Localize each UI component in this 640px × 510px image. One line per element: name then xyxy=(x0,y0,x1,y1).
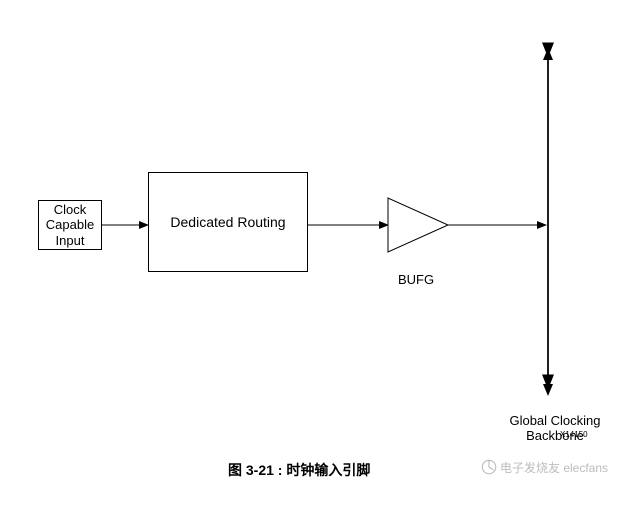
dedicated-routing-block: Dedicated Routing xyxy=(148,172,308,272)
dedicated-routing-label: Dedicated Routing xyxy=(170,214,285,231)
clock-capable-input-label: Clock Capable Input xyxy=(46,202,94,249)
diagram-identifier: X14150 xyxy=(560,430,588,439)
backbone-label: Global Clocking Backbone xyxy=(500,398,610,443)
watermark: 电子发烧友 elecfans xyxy=(480,458,608,476)
watermark-text: 电子发烧友 elecfans xyxy=(500,459,608,476)
bufg-label: BUFG xyxy=(398,272,434,287)
logo-icon xyxy=(480,458,498,476)
figure-caption: 图 3-21 : 时钟输入引脚 xyxy=(228,460,370,480)
clock-capable-input-block: Clock Capable Input xyxy=(38,200,102,250)
